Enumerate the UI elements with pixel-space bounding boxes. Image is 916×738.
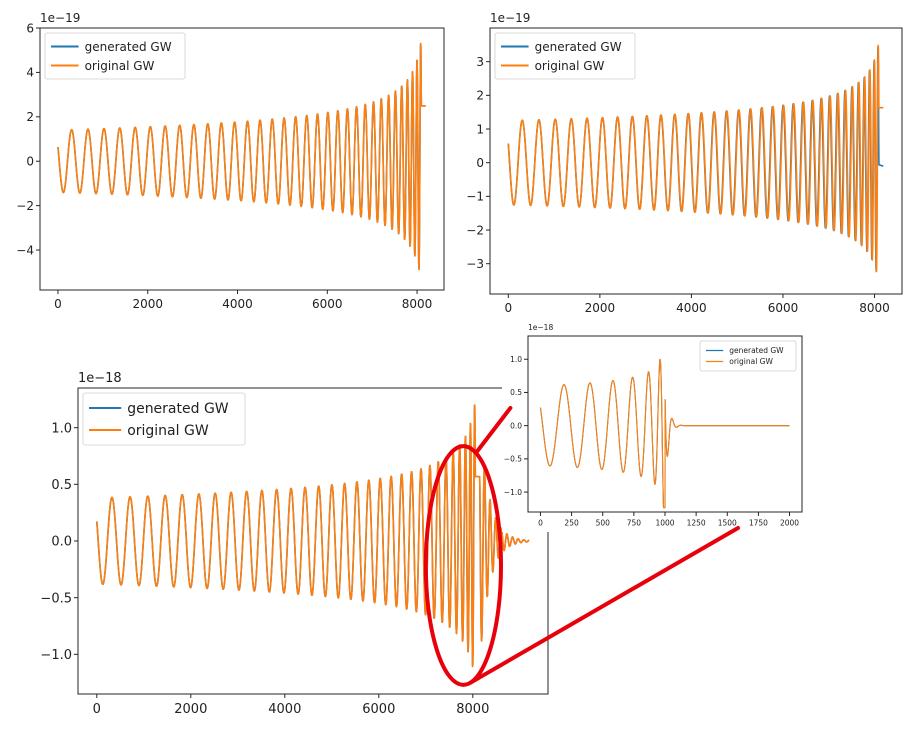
series-line-original [57, 42, 427, 271]
y-tick-label: 2 [26, 110, 34, 124]
x-tick-label: 0 [504, 301, 512, 315]
axis-offset-label: 1e−18 [528, 323, 553, 332]
axis-offset-label: 1e−19 [40, 11, 80, 25]
y-tick-label: −1.0 [40, 648, 72, 663]
y-tick-label: −1.0 [504, 488, 522, 497]
y-tick-label: −2 [466, 223, 484, 237]
x-tick-label: 4000 [268, 702, 301, 717]
legend-box [494, 32, 636, 80]
plot-frame [489, 27, 903, 295]
y-tick-label: 0 [476, 156, 484, 170]
legend-label: generated GW [535, 40, 622, 54]
y-tick-label: 1.0 [510, 355, 522, 364]
legend-label: original GW [85, 59, 155, 73]
x-tick-label: 500 [596, 519, 611, 528]
series-line-generated [507, 46, 884, 272]
y-tick-label: 2 [476, 89, 484, 103]
zoom-connector-top [474, 405, 513, 455]
y-tick-label: −1 [466, 190, 484, 204]
y-tick-label: 6 [26, 21, 34, 35]
y-tick-label: 0.5 [51, 478, 72, 493]
x-tick-label: 4000 [676, 301, 707, 315]
series-group [507, 44, 884, 273]
x-tick-label: 250 [564, 519, 579, 528]
x-tick-label: 1250 [687, 519, 706, 528]
y-tick-label: −0.5 [504, 455, 522, 464]
y-tick-label: 3 [476, 55, 484, 69]
y-tick-label: −2 [16, 199, 34, 213]
legend-label: generated GW [127, 401, 229, 417]
x-tick-label: 2000 [780, 519, 799, 528]
legend: generated GW original GW [44, 32, 186, 80]
x-tick-label: 8000 [456, 702, 489, 717]
x-tick-label: 0 [538, 519, 543, 528]
x-tick-label: 6000 [312, 297, 343, 311]
x-tick-label: 1750 [749, 519, 768, 528]
chart-bottom: 0 2000 4000 6000 8000 −1.0 −0.5 0.0 0.5 1.0 1e−18 g… [40, 371, 549, 717]
y-tick-label: 1 [476, 122, 484, 136]
legend-label: generated GW [85, 40, 172, 54]
x-tick-label: 6000 [362, 702, 395, 717]
chart-inset-zoom: 0 250 500 750 1000 1250 1500 1750 2000 −1.0 −0.5 0.… [502, 322, 810, 532]
x-tick-label: 1500 [718, 519, 737, 528]
x-tick-label: 0 [54, 297, 62, 311]
zoom-callout [423, 405, 740, 687]
x-tick-label: 2000 [174, 702, 207, 717]
x-tick-label: 2000 [132, 297, 163, 311]
chart-top-left: 0 2000 4000 6000 8000 −4 −2 0 2 4 6 1e−19 generated … [16, 11, 445, 311]
y-tick-label: −0.5 [40, 591, 72, 606]
series-group [57, 42, 427, 271]
series-line-original [96, 404, 530, 668]
y-tick-label: −3 [466, 257, 484, 271]
legend-box [82, 392, 246, 446]
x-tick-label: 2000 [585, 301, 616, 315]
zoom-ellipse [423, 444, 503, 687]
x-tick-label: 1000 [655, 519, 674, 528]
axis-offset-label: 1e−18 [78, 371, 122, 386]
chart-top-right: 0 2000 4000 6000 8000 −3 −2 −1 0 1 2 3 1e−19 generate… [466, 11, 903, 315]
series-group [96, 404, 530, 668]
legend-box [44, 32, 186, 80]
legend: generated GW original GW [699, 340, 797, 372]
x-tick-label: 750 [627, 519, 642, 528]
plot-frame [39, 27, 445, 291]
y-tick-label: 0.0 [51, 535, 72, 550]
y-tick-label: 0.5 [510, 388, 522, 397]
legend: generated GW original GW [82, 392, 246, 446]
legend-label: original GW [729, 357, 773, 366]
legend-label: original GW [535, 59, 605, 73]
axis-offset-label: 1e−19 [490, 11, 530, 25]
x-tick-label: 6000 [768, 301, 799, 315]
y-tick-label: 1.0 [51, 421, 72, 436]
x-tick-label: 0 [93, 702, 101, 717]
legend: generated GW original GW [494, 32, 636, 80]
y-tick-label: 0.0 [510, 421, 522, 430]
x-tick-label: 8000 [402, 297, 433, 311]
y-tick-label: 0 [26, 155, 34, 169]
x-tick-label: 8000 [859, 301, 890, 315]
series-line-original [507, 44, 884, 273]
legend-label: generated GW [729, 346, 784, 355]
legend-box [699, 340, 797, 372]
zoom-connector-bottom [468, 526, 740, 685]
y-tick-label: 4 [26, 66, 34, 80]
series-group [539, 358, 790, 509]
y-tick-label: −4 [16, 243, 34, 257]
series-line-original [539, 358, 790, 509]
x-tick-label: 4000 [222, 297, 253, 311]
legend-label: original GW [127, 423, 209, 439]
